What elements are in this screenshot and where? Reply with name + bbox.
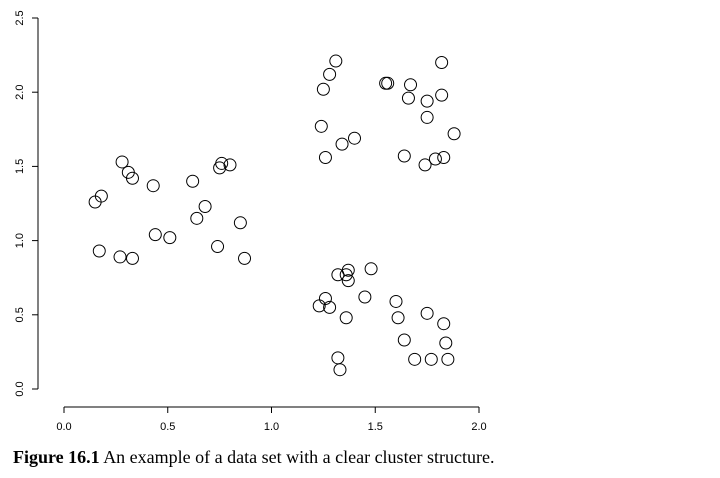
data-point (389, 294, 403, 308)
data-point (211, 240, 225, 254)
data-point (397, 333, 411, 347)
x-tick-label: 1.0 (264, 421, 279, 433)
data-point (333, 363, 347, 377)
data-point (198, 199, 212, 213)
data-point (238, 251, 252, 265)
data-point (190, 211, 204, 225)
data-point (148, 228, 162, 242)
data-point (331, 268, 345, 282)
data-point (439, 336, 453, 350)
data-point (115, 155, 129, 169)
data-point (125, 251, 139, 265)
data-point (447, 127, 461, 141)
data-point (186, 174, 200, 188)
data-point (318, 150, 332, 164)
data-point (381, 76, 395, 90)
data-point (348, 131, 361, 145)
data-point (418, 158, 432, 172)
data-point (233, 216, 247, 230)
y-tick-label: 0.0 (14, 381, 26, 396)
x-tick-label: 1.5 (368, 421, 383, 433)
data-point (435, 88, 449, 102)
data-point (408, 352, 422, 366)
data-point (339, 311, 353, 325)
data-point (401, 91, 415, 105)
data-point (428, 152, 442, 166)
data-point (437, 150, 451, 164)
data-point (420, 110, 434, 124)
scatter-plot: 0.0 0.5 1.0 1.5 2.0 0.0 0.5 1.0 1.5 2.0 2.5 (14, 10, 487, 433)
data-point (358, 290, 372, 304)
y-tick-label: 1.5 (14, 159, 26, 174)
data-point (125, 171, 139, 185)
data-point (215, 156, 229, 170)
data-point (424, 352, 438, 366)
figure-caption-text: An example of a data set with a clear cl… (103, 447, 495, 467)
data-point (339, 268, 353, 282)
data-point (331, 351, 345, 365)
data-point (437, 317, 451, 331)
data-point (329, 54, 343, 68)
data-point (92, 244, 106, 258)
y-tick-label: 2.0 (14, 85, 26, 100)
data-point (364, 262, 378, 276)
x-tick-label: 0.5 (160, 421, 175, 433)
data-point (312, 299, 326, 313)
figure-caption: Figure 16.1 An example of a data set wit… (13, 447, 713, 468)
data-point (223, 158, 237, 172)
x-tick-label: 0.0 (56, 421, 71, 433)
y-tick-label: 0.5 (14, 307, 26, 322)
data-point (113, 250, 127, 264)
data-point (163, 231, 177, 245)
data-point (146, 179, 160, 193)
data-point (341, 274, 355, 288)
data-point (435, 56, 449, 70)
data-point (420, 94, 434, 108)
data-point (335, 137, 349, 151)
data-point (314, 119, 328, 133)
data-point (420, 306, 434, 320)
y-tick-label: 2.5 (14, 10, 26, 25)
data-point (391, 311, 405, 325)
data-point (323, 300, 337, 314)
data-point (323, 67, 337, 81)
data-point (88, 195, 102, 209)
data-point (397, 149, 411, 163)
y-tick-label: 1.0 (14, 233, 26, 248)
data-point (404, 78, 418, 92)
x-tick-label: 2.0 (471, 421, 486, 433)
data-point (441, 352, 455, 366)
data-point (316, 82, 330, 96)
figure-caption-label: Figure 16.1 (13, 447, 100, 467)
